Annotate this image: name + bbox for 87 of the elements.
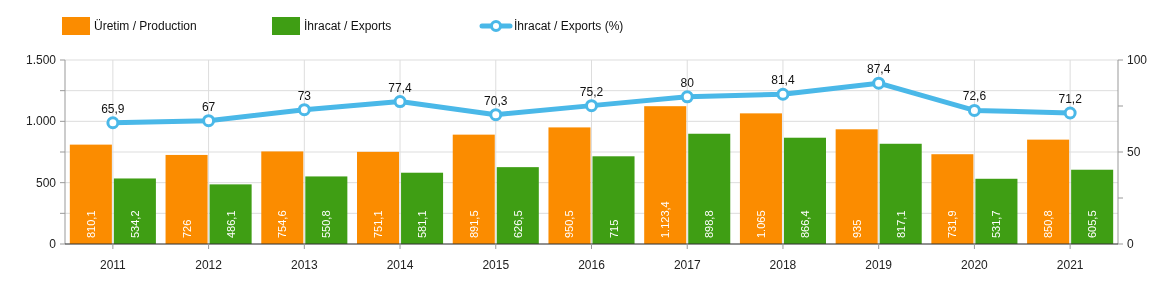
y-tick-label: 1.000 — [25, 114, 57, 129]
point — [585, 99, 598, 113]
bar — [783, 137, 826, 244]
data-label: 731,9 — [946, 210, 959, 238]
bar — [452, 134, 495, 244]
data-label: 581,1 — [416, 210, 429, 238]
point — [489, 108, 503, 122]
y2-tick-label: 100 — [1127, 53, 1148, 67]
bar — [165, 154, 208, 244]
data-label: 850,8 — [1042, 210, 1055, 238]
y-tick-label: 0 — [49, 237, 57, 251]
x-tick-label: 2011 — [99, 258, 127, 272]
data-label: 751,1 — [372, 210, 385, 238]
x-tick-label: 2021 — [1056, 258, 1084, 272]
point — [680, 90, 694, 104]
x-tick-label: 2015 — [482, 258, 510, 272]
bar — [644, 106, 687, 244]
data-label: 605,5 — [1086, 210, 1099, 238]
data-label: 1.065 — [754, 210, 767, 238]
data-label: 81,4 — [771, 73, 795, 88]
point — [872, 76, 886, 90]
data-label: 67 — [201, 99, 216, 114]
bar — [975, 178, 1018, 244]
legend-label: İhracat / Exports — [304, 19, 392, 33]
bar — [548, 127, 591, 244]
point — [297, 103, 311, 117]
bar — [113, 178, 156, 244]
point — [776, 87, 790, 101]
data-label: 626,5 — [511, 210, 524, 238]
bar — [209, 184, 252, 244]
y-tick-label: 500 — [35, 175, 57, 190]
bar — [931, 154, 974, 244]
point — [106, 116, 120, 130]
x-tick-label: 2019 — [865, 258, 893, 272]
data-label: 866,4 — [798, 210, 811, 238]
point — [1063, 106, 1077, 120]
data-label: 810,1 — [84, 210, 97, 238]
y2-tick-label: 0 — [1127, 237, 1134, 251]
bar — [261, 151, 304, 244]
legend-label: Üretim / Production — [94, 19, 197, 33]
x-tick-label: 2014 — [386, 258, 414, 272]
bar — [592, 156, 635, 244]
x-tick-label: 2013 — [290, 258, 318, 272]
data-label: 75,2 — [579, 84, 604, 99]
bar — [357, 151, 400, 244]
bar — [688, 133, 731, 244]
y-tick-label: 1.500 — [25, 53, 57, 67]
data-label: 550,8 — [320, 210, 333, 238]
data-label: 726 — [180, 219, 193, 238]
bar — [496, 167, 539, 244]
data-label: 935 — [850, 219, 863, 238]
data-label: 950,5 — [563, 210, 576, 238]
bar — [835, 129, 878, 244]
data-label: 71,2 — [1058, 91, 1083, 106]
data-label: 73 — [297, 88, 312, 103]
point — [202, 114, 216, 128]
y2-tick-label: 50 — [1127, 145, 1141, 159]
x-tick-label: 2017 — [673, 258, 701, 272]
legend-label: İhracat / Exports (%) — [514, 19, 624, 33]
point — [967, 103, 981, 117]
bar — [401, 172, 444, 244]
x-tick-label: 2018 — [769, 258, 797, 272]
data-label: 1.123,4 — [659, 201, 672, 238]
data-label: 80 — [680, 75, 695, 90]
data-label: 486,1 — [224, 210, 237, 238]
data-label: 534,2 — [128, 210, 141, 238]
data-label: 531,7 — [990, 210, 1003, 238]
data-label: 77,4 — [388, 80, 413, 95]
data-label: 898,8 — [703, 210, 716, 238]
bar — [305, 176, 348, 244]
x-tick-label: 2016 — [578, 258, 606, 272]
bar — [69, 144, 112, 244]
bar — [1071, 169, 1114, 244]
data-label: 72,6 — [962, 89, 987, 104]
data-label: 754,6 — [276, 210, 289, 238]
x-tick-label: 2020 — [961, 258, 989, 272]
point — [393, 95, 407, 109]
data-label: 891,5 — [467, 210, 480, 238]
data-label: 87,4 — [867, 62, 891, 77]
x-tick-label: 2012 — [195, 258, 223, 272]
bar — [1027, 139, 1070, 244]
data-label: 70,3 — [484, 93, 508, 108]
bar — [739, 113, 782, 244]
data-label: 715 — [607, 219, 620, 238]
bar — [879, 143, 922, 244]
data-label: 65,9 — [101, 101, 125, 116]
data-label: 817,1 — [894, 210, 907, 238]
